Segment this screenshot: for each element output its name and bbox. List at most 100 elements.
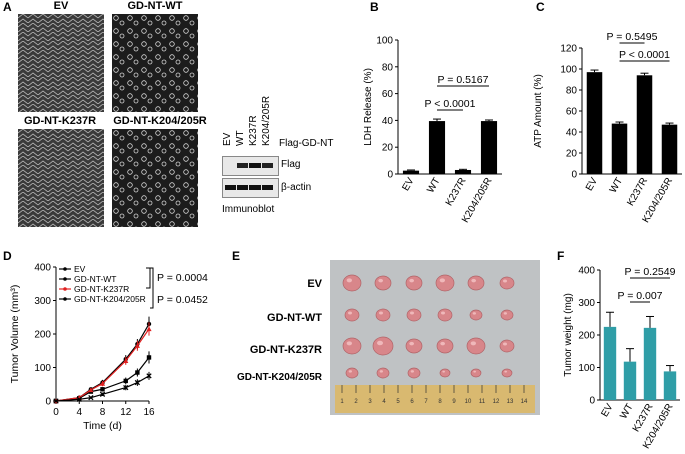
y-tick-label: 0: [45, 397, 51, 408]
y-tick-label: 100: [34, 363, 51, 374]
y-tick-label: 40: [566, 128, 578, 139]
micro-label-gd-nt-wt: GD-NT-WT: [127, 0, 183, 12]
tumor-highlight: [377, 340, 383, 346]
tumor-highlight: [442, 370, 445, 373]
tumor-highlight: [346, 341, 352, 346]
data-point: [76, 396, 82, 402]
panel-label-c: C: [536, 0, 545, 14]
y-tick-label: 120: [560, 44, 577, 55]
p-value-label: P < 0.0001: [425, 98, 476, 110]
y-tick-label: 100: [578, 363, 595, 374]
micrograph-ev: [18, 14, 104, 112]
tumor-row-label-gd-nt-k204-205r: GD-NT-K204/205R: [236, 372, 322, 383]
x-tick-label: WT: [618, 402, 635, 421]
tumor-highlight: [346, 278, 352, 283]
tumor: [345, 367, 359, 379]
tumor-highlight: [503, 312, 507, 315]
tumor: [499, 339, 515, 353]
x-tick-label: K237R: [444, 176, 469, 208]
tumor-highlight: [409, 341, 414, 346]
tumor: [342, 337, 362, 355]
tumor-highlight: [503, 342, 507, 346]
tumor: [437, 308, 453, 322]
tumor-highlight: [348, 370, 352, 373]
tumor: [500, 309, 514, 321]
lane-label-k237r: K237R: [248, 115, 259, 146]
tumor: [467, 275, 485, 291]
blot-title: Flag-GD-NT: [279, 138, 334, 149]
y-tick-label: 20: [566, 149, 578, 160]
tumor-highlight: [440, 341, 445, 346]
tumor-highlight: [504, 370, 507, 373]
panel-label-f: F: [557, 249, 565, 263]
y-axis-label: LDH Release (%): [363, 68, 374, 146]
tumor: [406, 308, 422, 322]
tumor-highlight: [409, 278, 414, 283]
x-tick-label: 0: [53, 407, 59, 418]
tumor-photo: 1 2 3 4 5 6 7 8 9 10 11 12 13 14: [330, 260, 540, 415]
data-point: [99, 380, 106, 386]
band-label-actin: β-actin: [281, 182, 312, 193]
tumor: [436, 338, 454, 354]
blot-footer: Immunoblot: [222, 204, 275, 215]
data-point: [123, 358, 129, 363]
y-tick-label: 0: [571, 170, 577, 181]
ruler-number: 14: [521, 399, 528, 405]
data-point: [135, 370, 140, 375]
micro-label-ev: EV: [53, 0, 69, 12]
y-tick-label: 400: [34, 263, 51, 274]
tumor-highlight: [472, 312, 476, 315]
tumor-highlight: [439, 278, 445, 283]
tumor: [470, 368, 482, 378]
bar: [611, 123, 628, 174]
bar: [623, 361, 637, 400]
blot-actin: [222, 178, 279, 198]
data-point: [134, 343, 140, 348]
y-tick-label: 80: [382, 62, 394, 73]
y-tick-label: 80: [566, 86, 578, 97]
significance-bracket: [150, 267, 154, 309]
p-value-label: P = 0.0452: [157, 294, 208, 306]
ruler: [335, 385, 535, 413]
ruler-number: 4: [382, 399, 386, 405]
tumor-row-label-gd-nt-wt: GD-NT-WT: [267, 312, 322, 324]
ruler-number: 3: [368, 399, 372, 405]
bar: [480, 121, 498, 174]
tumor: [469, 309, 483, 321]
tumor-highlight: [503, 279, 507, 283]
chart-tumor-volume: 0 100 200 300 400 0 4 8 12 16 Time (d) Tumor Volume…: [9, 263, 208, 433]
ruler-number: 11: [479, 399, 486, 405]
panel-label-a: A: [3, 0, 12, 14]
bar: [603, 326, 617, 400]
lane-label-wt: WT: [235, 130, 246, 146]
tumor-highlight: [410, 370, 414, 373]
y-tick-label: 300: [34, 296, 51, 307]
bar: [586, 72, 603, 174]
x-tick-label: 4: [76, 407, 82, 418]
y-tick-label: 0: [589, 396, 595, 407]
tumor: [372, 336, 394, 356]
tumor: [501, 368, 513, 378]
tumor-row-label-ev: EV: [307, 278, 322, 290]
data-point: [134, 379, 141, 386]
blot-flag: [222, 156, 279, 176]
data-point: [146, 326, 152, 332]
panel-label-e: E: [232, 249, 241, 263]
p-value-label: P = 0.2549: [625, 266, 676, 278]
p-value-label: P < 0.0001: [619, 49, 670, 61]
ruler-number: 7: [424, 399, 428, 405]
band-label-flag: Flag: [281, 159, 301, 170]
lane-label-k204-205r: K204/205R: [261, 95, 272, 146]
ruler-number: 9: [452, 399, 456, 405]
panel-label-b: B: [370, 0, 379, 14]
y-tick-label: 0: [387, 170, 393, 181]
data-point: [146, 355, 152, 360]
ruler-number: 13: [507, 399, 514, 405]
ruler-number: 5: [396, 399, 400, 405]
data-point: [99, 391, 106, 397]
legend-marker: [63, 297, 67, 301]
p-value-label: P = 0.5495: [607, 31, 658, 43]
data-point: [100, 387, 105, 392]
x-tick-label: EV: [599, 402, 615, 419]
